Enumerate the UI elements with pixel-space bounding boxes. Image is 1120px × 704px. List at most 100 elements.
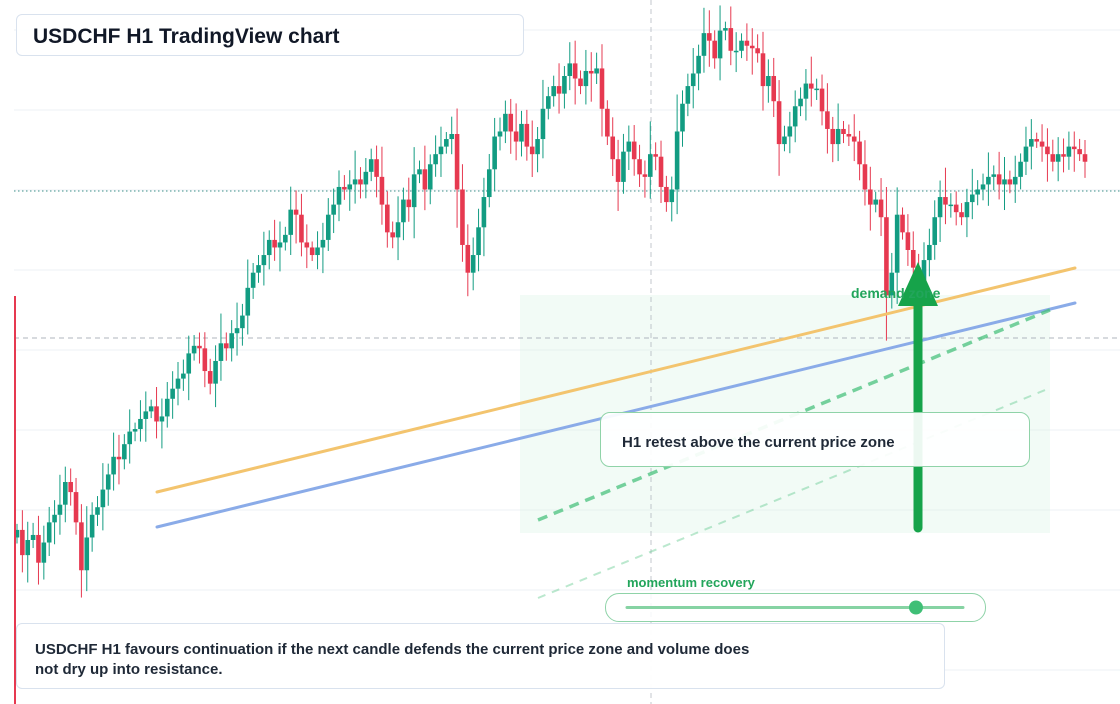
candle-body: [535, 139, 540, 155]
candle-body: [626, 141, 632, 152]
candle-body: [347, 184, 353, 190]
arrow-up-icon: [898, 262, 938, 306]
candle-body: [250, 272, 256, 288]
candle-body: [390, 232, 395, 238]
candle-body: [637, 159, 642, 175]
candle-body: [969, 194, 975, 203]
candle-body: [266, 239, 272, 256]
candle-body: [299, 214, 304, 243]
candle-body: [524, 123, 530, 147]
candle-body: [707, 33, 712, 41]
candle-body: [288, 209, 294, 235]
candle-body: [664, 186, 669, 203]
chart-title: USDCHF H1 TradingView chart: [33, 25, 340, 48]
candle-body: [792, 106, 798, 127]
candle-body: [562, 76, 567, 94]
candle-body: [857, 141, 862, 165]
candle-body: [320, 239, 326, 248]
candle-body: [851, 136, 857, 142]
candle-body: [658, 156, 664, 187]
candle-body: [749, 45, 755, 49]
candle-body: [73, 492, 79, 523]
candle-body: [159, 416, 165, 422]
candle-body: [921, 260, 927, 281]
candle-body: [953, 204, 959, 213]
candle-body: [937, 197, 943, 218]
candle-body: [814, 88, 819, 91]
candle-body: [782, 136, 787, 145]
candle-body: [342, 186, 347, 190]
candle-body: [374, 159, 379, 177]
candle-body: [1023, 146, 1029, 162]
candle-body: [481, 197, 487, 228]
candle-body: [105, 474, 111, 490]
candle-body: [1039, 141, 1045, 147]
candle-body: [830, 128, 836, 145]
candle-body: [20, 529, 25, 556]
retest-label-box: H1 retest above the current price zone: [600, 412, 1030, 467]
candle-body: [127, 431, 133, 445]
candle-body: [669, 189, 675, 203]
candle-body: [154, 406, 159, 422]
candle-body: [873, 199, 878, 205]
candle-body: [808, 83, 814, 89]
candle-body: [959, 212, 964, 218]
candle-body: [991, 174, 997, 177]
candle-body: [63, 482, 68, 505]
candle-body: [1002, 179, 1007, 185]
candle-body: [642, 174, 648, 177]
candle-body: [723, 28, 728, 31]
candle-body: [492, 136, 497, 170]
candle-body: [846, 134, 852, 137]
candle-body: [717, 30, 723, 59]
candle-body: [454, 134, 460, 190]
candle-body: [181, 373, 186, 379]
candle-body: [1029, 139, 1034, 147]
candle-body: [712, 40, 717, 59]
momentum-meter: [605, 593, 986, 622]
candle-body: [739, 40, 744, 51]
candle-body: [513, 131, 519, 142]
candle-body: [835, 128, 841, 145]
candle-body: [615, 159, 621, 182]
candle-body: [411, 174, 417, 208]
candle-body: [352, 179, 358, 185]
candle-body: [508, 113, 514, 132]
candle-body: [572, 63, 578, 79]
candle-body: [52, 514, 57, 523]
candle-body: [1066, 146, 1072, 157]
candle-body: [943, 197, 948, 205]
candle-body: [690, 73, 696, 87]
candle-body: [825, 111, 830, 129]
candle-body: [197, 345, 202, 349]
candle-body: [819, 88, 825, 112]
candle-body: [234, 328, 240, 334]
candle-body: [680, 103, 685, 132]
candle-body: [449, 134, 455, 140]
candle-body: [304, 242, 310, 248]
candle-body: [46, 522, 52, 543]
candle-body: [755, 48, 760, 54]
candle-body: [1034, 139, 1039, 142]
candle-body: [433, 154, 438, 165]
candle-body: [379, 176, 385, 205]
candle-body: [272, 239, 277, 248]
candle-body: [980, 184, 986, 190]
candle-body: [95, 507, 100, 515]
candle-body: [256, 265, 261, 273]
candle-body: [470, 255, 476, 273]
candle-body: [325, 214, 331, 240]
candle-body: [170, 388, 175, 399]
candle-body: [148, 406, 154, 412]
candle-body: [79, 522, 84, 571]
candle-body: [368, 159, 374, 172]
candle-body: [229, 333, 234, 349]
candle-body: [427, 164, 433, 190]
candle-body: [905, 232, 911, 250]
candle-body: [927, 244, 932, 261]
candle-body: [218, 343, 224, 361]
candle-body: [395, 222, 401, 238]
candle-body: [910, 250, 916, 268]
candle-body: [889, 272, 895, 296]
